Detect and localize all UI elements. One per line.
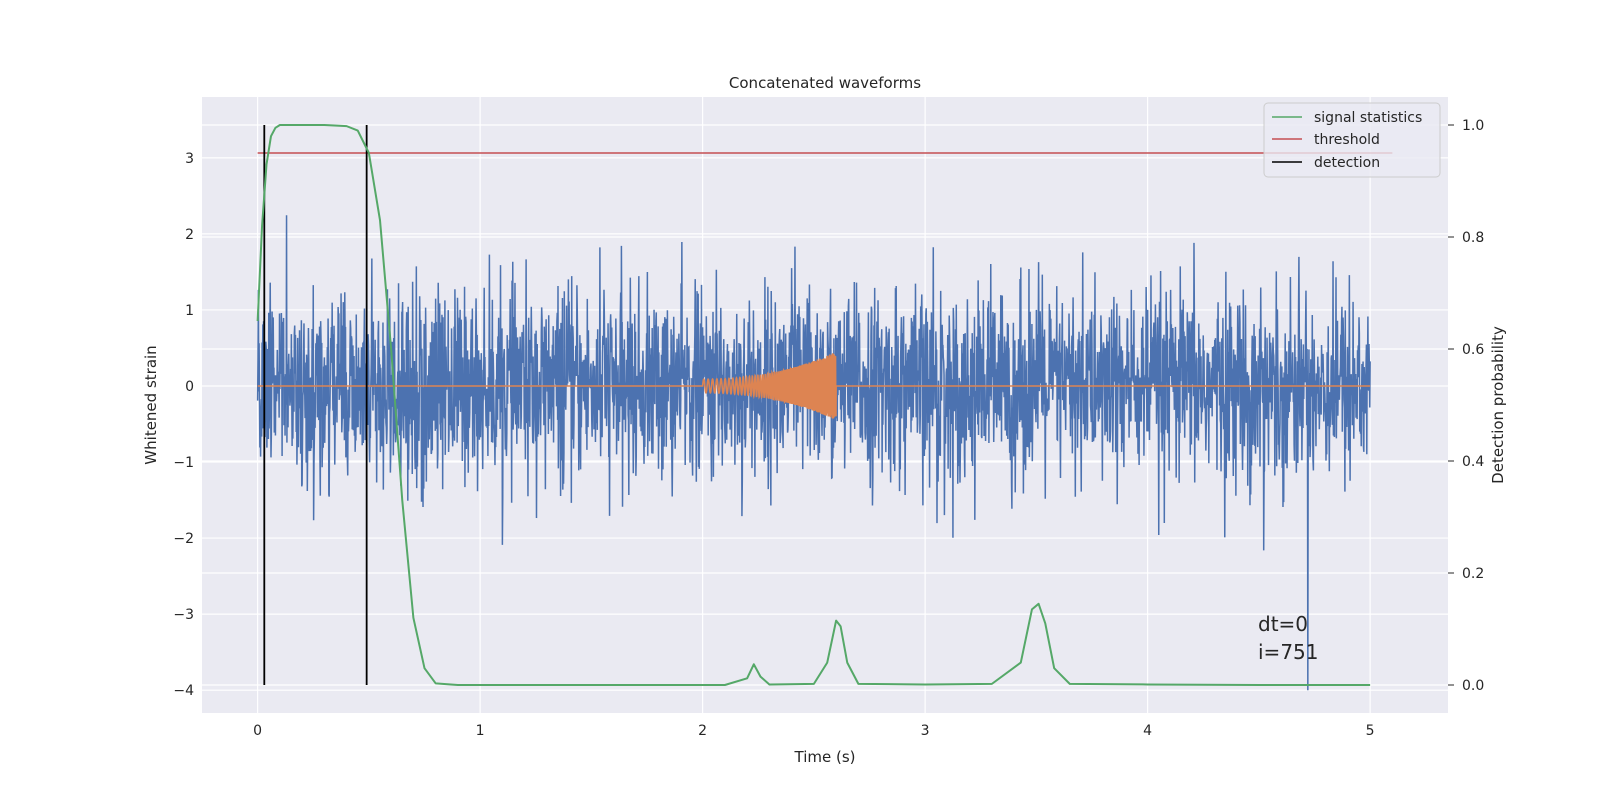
signal-statistics-line (256, 124, 1371, 686)
chart-title: Concatenated waveforms (729, 74, 921, 92)
annotation-index: i=751 (1258, 640, 1319, 664)
x-tick-label: 3 (921, 723, 930, 739)
y-tick-label: 1 (185, 303, 194, 319)
y2-tick-label: 0.4 (1462, 454, 1484, 470)
y-tick-label: 2 (185, 227, 194, 243)
x-axis-ticks: 0 1 2 3 4 5 (253, 723, 1374, 739)
y-tick-label: −1 (173, 455, 194, 471)
x-tick-label: 5 (1366, 723, 1375, 739)
y-tick-label: −3 (173, 607, 194, 623)
legend: signal statistics threshold detection (1263, 102, 1441, 178)
y2-tick-label: 0.0 (1462, 678, 1484, 694)
x-tick-label: 1 (476, 723, 485, 739)
y2-tick-label: 0.2 (1462, 566, 1484, 582)
y2-tick-label: 1.0 (1462, 118, 1484, 134)
y-tick-label: −2 (173, 531, 194, 547)
x-tick-label: 2 (698, 723, 707, 739)
legend-label-statistics: signal statistics (1314, 110, 1422, 126)
legend-label-detection: detection (1314, 155, 1380, 171)
y2-tick-label: 0.8 (1462, 230, 1484, 246)
x-axis-label: Time (s) (794, 748, 856, 766)
x-tick-label: 4 (1143, 723, 1152, 739)
signal-chirp-line (257, 353, 1371, 419)
y2-axis-label: Detection probability (1489, 326, 1507, 484)
y2-axis-ticks: 1.0 0.8 0.6 0.4 0.2 0.0 (1448, 118, 1484, 694)
y-axis-ticks: 3 2 1 0 −1 −2 −3 −4 (173, 151, 194, 699)
x-tick-label: 0 (253, 723, 262, 739)
annotation-dt: dt=0 (1258, 612, 1308, 636)
y-tick-label: 0 (185, 379, 194, 395)
signal-chirp-series (257, 353, 1371, 419)
legend-box (1263, 102, 1441, 178)
y2-tick-label: 0.6 (1462, 342, 1484, 358)
y-axis-label: Whitened strain (142, 345, 160, 464)
probability-series (256, 124, 1393, 686)
legend-label-threshold: threshold (1314, 132, 1380, 148)
y-tick-label: −4 (173, 683, 194, 699)
y-tick-label: 3 (185, 151, 194, 167)
